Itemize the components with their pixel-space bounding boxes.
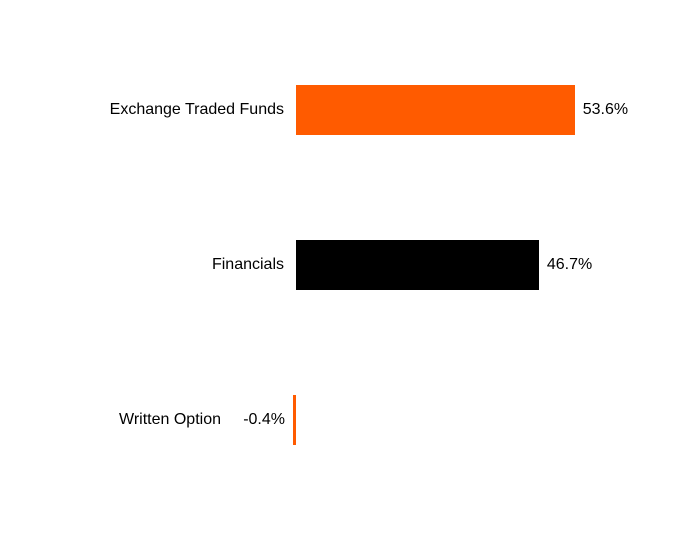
category-label: Exchange Traded Funds [0,85,296,135]
value-label: 53.6% [575,85,628,135]
bar-row: Financials 46.7% [0,240,696,290]
bar-financials [296,240,539,290]
bar-etf [296,85,575,135]
bar-row: Exchange Traded Funds 53.6% [0,85,696,135]
value-label: 46.7% [539,240,592,290]
bar-written-option [293,395,296,445]
allocation-bar-chart: Exchange Traded Funds 53.6% Financials 4… [0,0,696,540]
bar-row: Written Option -0.4% [0,395,696,445]
category-label: Financials [0,240,296,290]
value-label: -0.4% [0,395,293,445]
